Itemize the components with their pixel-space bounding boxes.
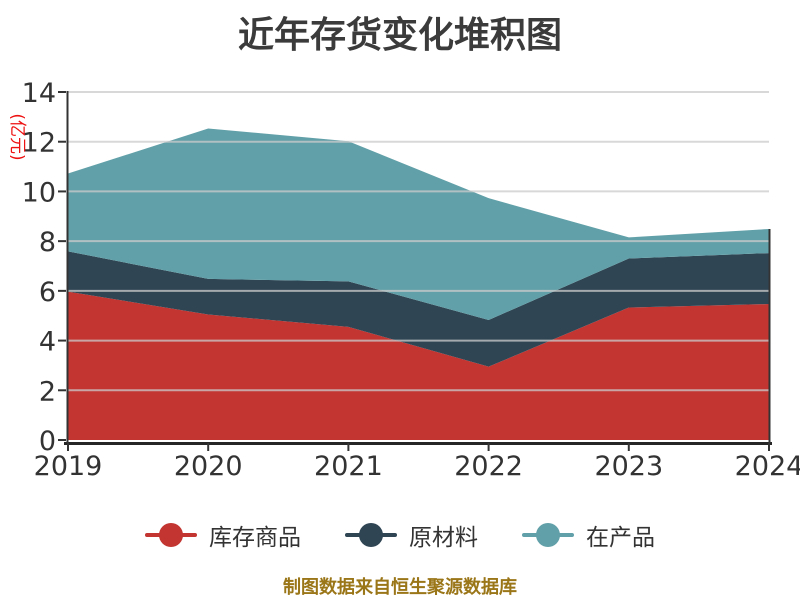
legend: 库存商品 原材料 在产品	[0, 518, 800, 552]
y-tick-label: 2	[39, 376, 56, 407]
data-source-note: 制图数据来自恒生聚源数据库	[283, 577, 517, 598]
x-tick-label: 2021	[314, 451, 383, 482]
y-tick-label: 0	[39, 426, 56, 457]
y-tick-label: 8	[39, 227, 56, 258]
y-axis-name: (亿元)	[7, 113, 27, 160]
legend-line-icon	[345, 523, 397, 547]
legend-label: 原材料	[409, 525, 478, 551]
area-series	[68, 291, 769, 440]
legend-circle-icon	[359, 523, 383, 547]
legend-circle-icon	[536, 523, 560, 547]
legend-line-icon	[145, 523, 197, 547]
legend-item-finished-goods[interactable]: 库存商品	[145, 518, 301, 552]
chart-title: 近年存货变化堆积图	[237, 15, 562, 56]
x-tick-label: 2024	[735, 451, 800, 482]
x-tick-label: 2023	[594, 451, 663, 482]
x-tick-label: 2022	[454, 451, 523, 482]
area-series	[68, 128, 769, 320]
x-tick-label: 2020	[174, 451, 243, 482]
legend-circle-icon	[159, 523, 183, 547]
y-tick-label: 10	[22, 177, 56, 208]
y-tick-label: 4	[39, 327, 56, 358]
y-tick-label: 6	[39, 277, 56, 308]
x-tick-label: 2019	[34, 451, 103, 482]
legend-label: 在产品	[586, 525, 655, 551]
legend-item-raw-materials[interactable]: 原材料	[345, 518, 478, 552]
y-tick-label: 12	[22, 128, 56, 159]
area-series	[68, 251, 769, 367]
legend-line-icon	[522, 523, 574, 547]
legend-item-work-in-progress[interactable]: 在产品	[522, 518, 655, 552]
y-tick-label: 14	[22, 78, 56, 109]
legend-label: 库存商品	[209, 525, 301, 551]
